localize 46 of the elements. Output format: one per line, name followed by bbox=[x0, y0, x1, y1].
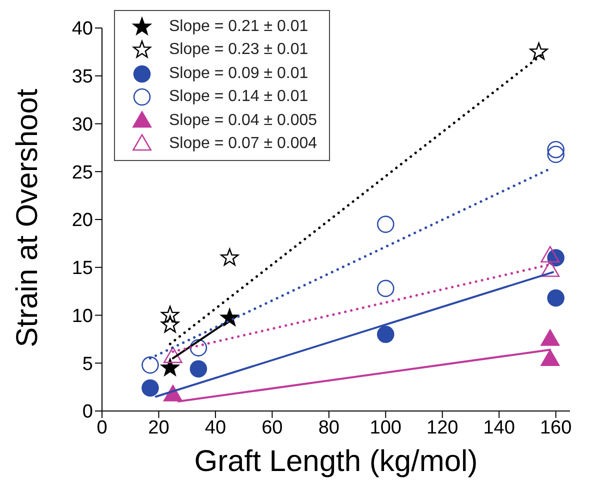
point bbox=[142, 379, 159, 397]
point bbox=[220, 248, 239, 266]
y-tick-label: 15 bbox=[72, 258, 93, 280]
y-tick-label: 10 bbox=[72, 306, 93, 327]
y-tick-label: 25 bbox=[72, 162, 93, 184]
point bbox=[547, 289, 564, 307]
point bbox=[161, 306, 180, 324]
point bbox=[376, 216, 394, 233]
x-axis-title: Graft Length (kg/mol) bbox=[193, 445, 479, 479]
y-tick-label: 35 bbox=[72, 66, 93, 88]
legend-label: Slope = 0.04 ± 0.005 bbox=[169, 112, 318, 130]
x-tick-label: 20 bbox=[148, 417, 170, 438]
point bbox=[547, 146, 564, 164]
point bbox=[142, 356, 159, 374]
x-tick-label: 0 bbox=[96, 417, 108, 438]
point bbox=[161, 315, 180, 333]
point bbox=[163, 346, 182, 364]
x-tick-label: 120 bbox=[426, 417, 458, 438]
legend-label: Slope = 0.23 ± 0.01 bbox=[169, 41, 308, 60]
point bbox=[540, 349, 560, 366]
point bbox=[190, 339, 208, 356]
point bbox=[530, 42, 548, 60]
x-tick-label: 80 bbox=[318, 417, 340, 438]
y-axis-title: Strain at Overshoot bbox=[11, 88, 45, 348]
legend-label: Slope = 0.07 ± 0.004 bbox=[169, 135, 318, 154]
point bbox=[540, 329, 560, 346]
legend-label: Slope = 0.14 ± 0.01 bbox=[169, 88, 308, 106]
legend-label: Slope = 0.09 ± 0.01 bbox=[169, 64, 308, 83]
x-tick-label: 140 bbox=[483, 417, 515, 438]
y-tick-label: 30 bbox=[72, 114, 93, 136]
y-tick-label: 0 bbox=[82, 402, 93, 423]
y-tick-label: 20 bbox=[72, 210, 93, 232]
x-tick-label: 100 bbox=[370, 417, 402, 438]
y-tick-label: 40 bbox=[72, 18, 93, 40]
point bbox=[540, 246, 560, 263]
point bbox=[540, 260, 560, 277]
point bbox=[376, 280, 394, 298]
point bbox=[161, 358, 180, 376]
x-tick-label: 160 bbox=[540, 417, 572, 438]
legend-label: Slope = 0.21 ± 0.01 bbox=[169, 18, 308, 36]
point bbox=[376, 326, 394, 344]
x-tick-label: 60 bbox=[262, 417, 283, 438]
point bbox=[547, 140, 564, 158]
y-tick-label: 5 bbox=[82, 354, 93, 375]
x-tick-label: 40 bbox=[204, 417, 226, 438]
point bbox=[190, 360, 208, 378]
